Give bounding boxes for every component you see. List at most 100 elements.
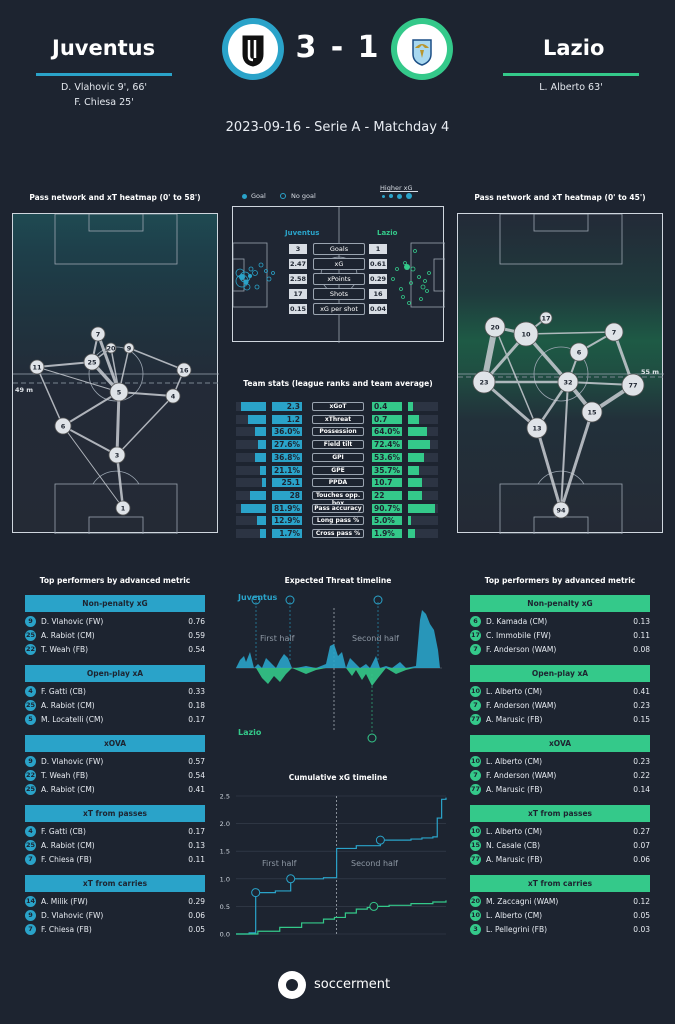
- player-number-badge: 5: [25, 714, 36, 725]
- home-performer-row: 22 T. Weah (FB) 0.54: [25, 770, 205, 782]
- away-player-label: 7: [612, 329, 617, 337]
- player-number-badge: 10: [470, 756, 481, 767]
- away-performer-row: 7 F. Anderson (WAM) 0.08: [470, 644, 650, 656]
- xt-away-label: Lazio: [238, 728, 262, 737]
- stat-label: GPI: [312, 452, 364, 462]
- away-player-node: [569, 342, 589, 362]
- player-metric-value: 0.41: [633, 687, 650, 696]
- player-metric-value: 0.76: [188, 617, 205, 626]
- home-rank-bar: [236, 427, 266, 437]
- home-rank-fill: [257, 440, 266, 450]
- home-rank-bar: [236, 478, 266, 488]
- cum-second-half-label: Second half: [351, 859, 398, 868]
- brand-name: soccerment: [314, 977, 391, 992]
- home-player-node: [108, 446, 126, 464]
- home-rank-fill: [257, 516, 266, 526]
- away-stat-value: 0.7: [372, 414, 402, 424]
- away-player-node: [557, 371, 579, 393]
- home-line-height-label: 49 m: [15, 386, 34, 394]
- away-performer-row: 77 A. Marusic (FB) 0.06: [470, 854, 650, 866]
- player-name: F. Anderson (WAM): [486, 771, 557, 780]
- away-performer-row: 17 C. Immobile (FW) 0.11: [470, 630, 650, 642]
- away-pass-network-title: Pass network and xT heatmap (0' to 45'): [474, 193, 646, 202]
- player-number-badge: 17: [470, 630, 481, 641]
- team-stats-row: 12.9% Long pass % 5.0%: [232, 516, 442, 526]
- shot-stat-row: 0.15 xG per shot 0.04: [289, 303, 389, 315]
- stat-label: xGoT: [312, 402, 364, 411]
- player-metric-value: 0.23: [633, 757, 650, 766]
- player-metric-value: 0.03: [633, 925, 650, 934]
- home-stat-value: 12.9%: [272, 516, 302, 526]
- away-stat-value: 5.0%: [372, 516, 402, 526]
- player-metric-value: 0.17: [188, 827, 205, 836]
- home-metric-header: xT from passes: [25, 805, 205, 822]
- home-rank-bar: [236, 440, 266, 450]
- xt-timeline: Juventus Lazio First half Second half: [236, 590, 446, 750]
- away-performer-row: 3 L. Pellegrini (FB) 0.03: [470, 924, 650, 936]
- shot-stat-label: Shots: [313, 288, 365, 300]
- home-player-node: [54, 417, 72, 435]
- home-stat-value: 1.7%: [272, 529, 302, 538]
- player-number-badge: 7: [25, 924, 36, 935]
- player-name: T. Weah (FB): [41, 771, 89, 780]
- shot-away-value: 0.61: [369, 259, 387, 269]
- player-metric-value: 0.08: [633, 645, 650, 654]
- player-number-badge: 25: [25, 840, 36, 851]
- player-name: A. Milik (FW): [41, 897, 88, 906]
- home-stat-value: 25.1: [272, 478, 302, 488]
- home-player-node: [176, 362, 192, 378]
- match-score: 3 - 1: [295, 30, 381, 65]
- away-performer-row: 77 A. Marusic (FB) 0.14: [470, 784, 650, 796]
- stat-label: Cross pass %: [312, 529, 364, 538]
- shot-stat-row: 3 Goals 1: [289, 243, 389, 255]
- stat-label: Field tilt: [312, 440, 364, 450]
- player-metric-value: 0.27: [633, 827, 650, 836]
- player-name: A. Rabiot (CM): [41, 785, 95, 794]
- home-stat-value: 21.1%: [272, 465, 302, 475]
- shot-home-value: 2.47: [289, 259, 307, 269]
- soccerment-logo: soccerment: [278, 968, 400, 1002]
- player-metric-value: 0.54: [188, 645, 205, 654]
- away-stat-value: 90.7%: [372, 503, 402, 513]
- away-player-node: [621, 373, 645, 397]
- away-performer-row: 10 L. Alberto (CM) 0.05: [470, 910, 650, 922]
- home-stat-value: 28: [272, 490, 302, 500]
- home-rank-fill: [248, 414, 266, 424]
- player-name: F. Chiesa (FB): [41, 925, 92, 934]
- away-stat-value: 72.4%: [372, 440, 402, 450]
- cumulative-xg-title: Cumulative xG timeline: [288, 773, 388, 782]
- player-name: F. Anderson (WAM): [486, 701, 557, 710]
- team-stats-row: 21.1% GPE 35.7%: [232, 465, 442, 476]
- home-player-label: 7: [96, 331, 101, 339]
- player-metric-value: 0.06: [633, 855, 650, 864]
- player-number-badge: 9: [25, 910, 36, 921]
- player-number-badge: 15: [470, 840, 481, 851]
- goal-marker: [375, 835, 385, 845]
- shot-stat-label: xPoints: [313, 273, 365, 285]
- away-rank-fill: [408, 452, 425, 462]
- home-rank-fill: [260, 529, 266, 538]
- player-name: A. Marusic (FB): [486, 855, 543, 864]
- away-rank-bar: [408, 465, 438, 475]
- home-performer-row: 25 A. Rabiot (CM) 0.59: [25, 630, 205, 642]
- away-performer-row: 10 L. Alberto (CM) 0.27: [470, 826, 650, 838]
- home-performer-row: 9 D. Vlahovic (FW) 0.57: [25, 756, 205, 768]
- home-scorer-1: D. Vlahovic 9', 66': [60, 82, 148, 93]
- player-metric-value: 0.11: [633, 631, 650, 640]
- player-number-badge: 25: [25, 784, 36, 795]
- shot-map-home-label: Juventus: [285, 229, 320, 237]
- shot-stat-label: xG: [313, 258, 365, 270]
- home-performer-row: 25 A. Rabiot (CM) 0.41: [25, 784, 205, 796]
- match-info: 2023-09-16 - Serie A - Matchday 4: [225, 120, 450, 135]
- home-rank-bar: [236, 529, 266, 538]
- away-stat-value: 22: [372, 490, 402, 500]
- y-tick-label: 1.0: [220, 875, 230, 883]
- home-pass-network-title: Pass network and xT heatmap (0' to 58'): [29, 193, 201, 202]
- away-player-label: 17: [541, 315, 550, 323]
- home-player-node: [83, 353, 101, 371]
- stat-label: xThreat: [312, 414, 364, 424]
- higher-xg-arrow-icon: [380, 191, 418, 192]
- away-rank-fill: [408, 414, 419, 424]
- away-player-label: 10: [521, 331, 531, 339]
- home-performer-row: 7 F. Chiesa (FB) 0.05: [25, 924, 205, 936]
